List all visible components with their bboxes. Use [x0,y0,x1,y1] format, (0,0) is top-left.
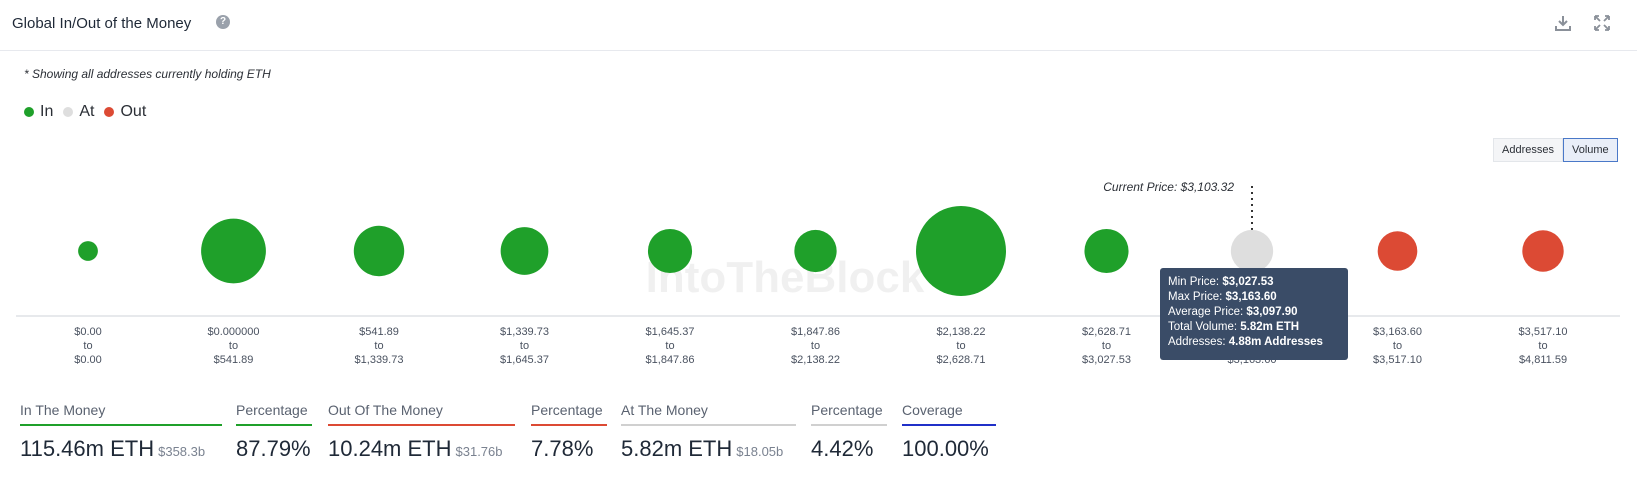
bubble-in [201,218,266,284]
summary-stat-label: Percentage [236,402,312,426]
legend-dot-at [63,107,74,117]
bubble-at [1230,229,1274,273]
bucket-from-label: $3,163.60 [1373,326,1422,338]
bucket-to-label: $2,628.71 [937,354,986,365]
legend-label-out: Out [120,103,147,120]
metric-toggle: Addresses Volume [1493,138,1618,162]
summary-stat-value: 87.79% [236,436,311,461]
iomap-chart: IntoTheBlock Current Price: $3,103.32 $0.0… [16,180,1620,365]
bucket-from-label: $0.000000 [208,326,260,338]
bucket-to-word: to [1102,340,1111,352]
bubble-in [1084,228,1129,274]
addresses-button[interactable]: Addresses [1493,138,1563,162]
bubble-in [647,228,693,274]
tooltip-avg-value: $3,097.90 [1246,306,1298,318]
bucket-from-label: $2,138.22 [937,326,986,338]
bucket-tooltip: Min Price: $3,027.53 Max Price: $3,163.6… [1160,268,1348,360]
summary-stat: Percentage 4.42% [811,402,887,462]
legend-item-in[interactable]: In [24,103,53,121]
bubble-out [1522,230,1564,272]
summary-stat-value: 115.46m ETH $358.3b [20,436,206,461]
legend-dot-out [104,107,115,117]
legend: In At Out [24,103,146,121]
tooltip-avg-label: Average Price: [1168,306,1244,318]
summary-stat-label: Coverage [902,402,996,426]
summary-stat-value: 4.42% [811,436,874,461]
bucket-from-label: $2,628.71 [1082,326,1131,338]
tooltip-min-label: Min Price: [1168,276,1220,288]
summary-stat-usd: $358.3b [158,444,206,459]
bucket-from-label: $3,517.10 [1519,326,1568,338]
tooltip-max-value: $3,163.60 [1225,291,1277,303]
bubble-in [353,225,405,277]
summary-stat-value: 5.82m ETH $18.05b [621,436,784,461]
summary-stat-label: Out Of The Money [328,402,515,426]
bucket-to-label: $4,811.59 [1519,354,1567,365]
help-icon[interactable]: ? [216,15,230,29]
bucket-to-label: $0.00 [74,354,102,365]
summary-stat: Coverage 100.00% [902,402,996,462]
bucket-to-word: to [83,340,92,352]
summary-stat-usd: $31.76b [455,444,503,459]
bubble-out [1377,231,1418,271]
bubble-in [78,241,98,261]
bucket-to-word: to [374,340,383,352]
bucket-to-word: to [1538,340,1547,352]
bucket-to-label: $3,027.53 [1082,354,1131,365]
legend-label-in: In [40,103,54,120]
summary-stat: Out Of The Money 10.24m ETH $31.76b [328,402,515,462]
summary-stat: Percentage 87.79% [236,402,312,462]
summary-stat-label: Percentage [531,402,607,426]
summary-stat-value: 7.78% [531,436,594,461]
bucket-to-word: to [1393,340,1402,352]
tooltip-volume-label: Total Volume: [1168,321,1238,333]
bucket-to-label: $1,339.73 [355,354,404,365]
tooltip-volume-value: 5.82m ETH [1240,321,1300,333]
bucket-to-label: $541.89 [214,354,254,365]
bucket-from-label: $1,339.73 [500,326,549,338]
bubble-in [794,229,837,273]
summary-stat-value: 100.00% [902,436,989,461]
bucket-to-word: to [665,340,674,352]
legend-label-at: At [79,103,95,120]
bucket-to-label: $3,517.10 [1373,354,1422,365]
current-price-label: Current Price: $3,103.32 [1103,180,1234,194]
summary-stat: At The Money 5.82m ETH $18.05b [621,402,796,462]
watermark-text: IntoTheBlock [646,253,925,302]
tooltip-addresses-label: Addresses: [1168,336,1226,348]
download-icon[interactable] [1553,13,1573,33]
bucket-to-label: $1,847.86 [646,354,695,365]
summary-stat: In The Money 115.46m ETH $358.3b [20,402,222,462]
page-title: Global In/Out of the Money [12,15,192,32]
bucket-from-label: $1,847.86 [791,326,840,338]
bucket-to-label: $1,645.37 [500,354,549,365]
tooltip-min-value: $3,027.53 [1222,276,1274,288]
bubble-in [500,227,549,275]
tooltip-max-label: Max Price: [1168,291,1223,303]
tooltip-addresses-value: 4.88m Addresses [1228,336,1323,348]
bucket-from-label: $541.89 [359,326,399,338]
bucket-to-label: $2,138.22 [791,354,840,365]
bucket-to-word: to [956,340,965,352]
legend-dot-in [24,107,34,117]
holding-note: * Showing all addresses currently holdin… [24,67,271,81]
summary-stat-usd: $18.05b [736,444,784,459]
legend-item-out[interactable]: Out [104,103,146,121]
volume-button[interactable]: Volume [1562,138,1618,162]
bucket-from-label: $1,645.37 [646,326,695,338]
header: Global In/Out of the Money ? [0,0,1637,51]
bucket-from-label: $0.00 [74,326,102,338]
bucket-to-word: to [811,340,820,352]
summary-stat-value: 10.24m ETH $31.76b [328,436,503,461]
bucket-to-word: to [520,340,529,352]
summary-stat-label: In The Money [20,402,222,426]
legend-item-at[interactable]: At [63,103,94,121]
bubble-in [916,206,1006,296]
summary-stat-label: At The Money [621,402,796,426]
fullscreen-icon[interactable] [1592,13,1612,33]
summary-stat-label: Percentage [811,402,887,426]
bucket-to-word: to [229,340,238,352]
summary-stat: Percentage 7.78% [531,402,607,462]
